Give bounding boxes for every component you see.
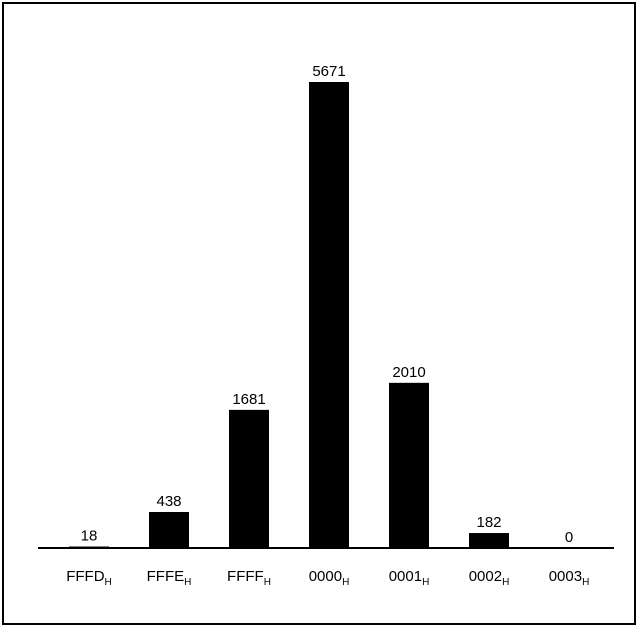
bar-0002 [469, 533, 509, 548]
value-label-fffd: 18 [81, 528, 98, 545]
value-label-fffe: 438 [156, 493, 181, 510]
value-labels-group: 18 438 1681 5671 2010 182 0 [81, 63, 574, 546]
x-tick-label-text: 0002 [469, 568, 502, 585]
value-label-0003: 0 [565, 529, 573, 546]
x-tick-label-0000: 0000H [309, 568, 350, 588]
bar-0000 [309, 82, 349, 548]
x-tick-label-0003: 0003H [549, 568, 590, 588]
bar-0001 [389, 382, 429, 548]
value-label-0002: 182 [476, 514, 501, 531]
x-tick-label-subscript: H [184, 577, 191, 588]
value-label-0000: 5671 [312, 63, 345, 80]
value-label-ffff: 1681 [232, 391, 265, 408]
value-label-0001: 2010 [392, 364, 425, 381]
x-tick-label-fffe: FFFEH [147, 568, 192, 588]
x-tick-label-fffd: FFFDH [66, 568, 112, 588]
x-tick-label-subscript: H [264, 577, 271, 588]
x-tick-label-subscript: H [105, 577, 112, 588]
x-tick-label-text: 0003 [549, 568, 582, 585]
x-tick-label-subscript: H [342, 577, 349, 588]
x-tick-labels-group: FFFDH FFFEH FFFFH 0000H 0001H 0002H 0003H [66, 568, 589, 588]
x-tick-label-0001: 0001H [389, 568, 430, 588]
x-tick-label-text: FFFE [147, 568, 185, 585]
x-tick-label-ffff: FFFFH [227, 568, 271, 588]
x-tick-label-text: FFFF [227, 568, 264, 585]
bar-ffff [229, 409, 269, 548]
x-tick-label-subscript: H [502, 577, 509, 588]
x-tick-label-text: FFFD [66, 568, 104, 585]
bar-fffe [149, 512, 189, 548]
bars-group [69, 82, 509, 548]
x-tick-label-subscript: H [582, 577, 589, 588]
x-tick-label-0002: 0002H [469, 568, 510, 588]
x-tick-label-subscript: H [422, 577, 429, 588]
x-tick-label-text: 0000 [309, 568, 342, 585]
x-tick-label-text: 0001 [389, 568, 422, 585]
